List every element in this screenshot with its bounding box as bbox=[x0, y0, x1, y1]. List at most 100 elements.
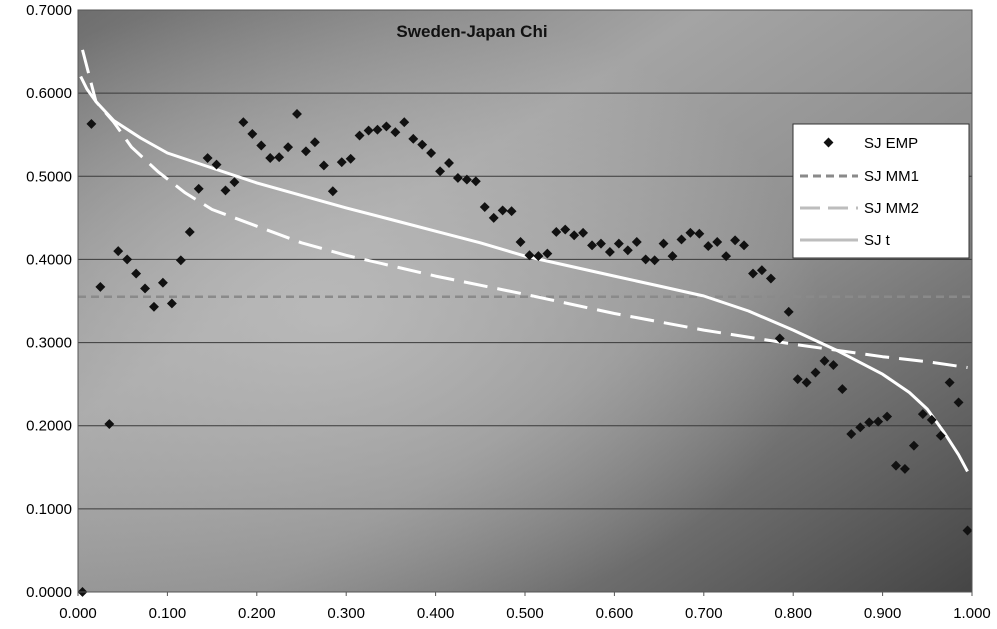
data-point-sj-emp bbox=[926, 414, 937, 425]
data-point-sj-emp bbox=[86, 118, 97, 129]
data-point-sj-emp bbox=[470, 176, 481, 187]
data-point-sj-emp bbox=[479, 202, 490, 212]
series-group bbox=[78, 49, 972, 473]
scatter-points bbox=[77, 108, 973, 597]
y-tick-label: 0.4000 bbox=[26, 251, 72, 268]
data-point-sj-emp bbox=[318, 160, 329, 171]
data-point-sj-emp bbox=[515, 237, 526, 247]
data-point-sj-emp bbox=[953, 397, 964, 408]
data-point-sj-emp bbox=[748, 268, 758, 279]
data-point-sj-emp bbox=[819, 355, 830, 366]
data-point-sj-emp bbox=[649, 255, 660, 266]
legend-box bbox=[792, 123, 970, 259]
data-point-sj-emp bbox=[613, 238, 624, 249]
data-point-sj-emp bbox=[193, 183, 204, 194]
x-tick-label: 0.900 bbox=[864, 605, 902, 622]
data-point-sj-emp bbox=[765, 273, 776, 284]
data-point-sj-emp bbox=[247, 128, 258, 139]
data-point-sj-emp bbox=[846, 429, 857, 439]
data-point-sj-emp bbox=[828, 360, 839, 370]
y-axis-ticks: 0.0000 0.1000 0.2000 0.3000 0.4000 0.5000 0.60… bbox=[26, 2, 72, 601]
data-point-sj-emp bbox=[452, 173, 463, 183]
data-point-sj-emp bbox=[578, 227, 589, 238]
x-tick-label: 0.600 bbox=[596, 605, 634, 622]
data-point-sj-emp bbox=[891, 460, 901, 471]
data-point-sj-emp bbox=[336, 157, 347, 168]
data-point-sj-emp bbox=[354, 130, 365, 141]
x-tick-label: 0.800 bbox=[774, 605, 812, 622]
data-point-sj-emp bbox=[837, 384, 848, 395]
data-point-sj-emp bbox=[497, 205, 508, 216]
data-point-sj-emp bbox=[783, 306, 794, 317]
legend-label-sj-mm1: SJ MM1 bbox=[864, 168, 919, 185]
data-point-sj-emp bbox=[175, 255, 186, 266]
x-tick-label: 0.400 bbox=[417, 605, 455, 622]
data-point-sj-emp bbox=[149, 301, 159, 312]
x-tick-label: 0.700 bbox=[685, 605, 723, 622]
data-point-sj-emp bbox=[756, 265, 767, 276]
data-point-sj-emp bbox=[211, 159, 222, 170]
y-tick-label: 0.6000 bbox=[26, 85, 72, 102]
y-tick-label: 0.0000 bbox=[26, 584, 72, 601]
data-point-sj-emp bbox=[417, 139, 428, 150]
legend-item-sj-mm1: SJ MM1 bbox=[800, 168, 919, 185]
data-point-sj-emp bbox=[703, 241, 714, 252]
y-tick-label: 0.3000 bbox=[26, 335, 72, 352]
chart-title: Sweden-Japan Chi bbox=[396, 22, 547, 41]
data-point-sj-emp bbox=[274, 152, 285, 163]
y-tick-label: 0.2000 bbox=[26, 418, 72, 435]
legend-marker-diamond-icon bbox=[823, 137, 834, 148]
x-tick-label: 0.100 bbox=[149, 605, 187, 622]
plot-area-glow bbox=[78, 10, 972, 592]
data-point-sj-emp bbox=[542, 248, 553, 259]
legend-item-sj-emp: SJ EMP bbox=[823, 135, 918, 152]
data-point-sj-emp bbox=[363, 125, 374, 136]
series-line-sj-t bbox=[79, 75, 969, 473]
data-point-sj-emp bbox=[220, 185, 231, 196]
data-point-sj-emp bbox=[166, 298, 177, 309]
data-point-sj-emp bbox=[694, 228, 705, 239]
data-point-sj-emp bbox=[631, 236, 642, 247]
data-point-sj-emp bbox=[95, 281, 106, 292]
x-tick-label: 0.300 bbox=[327, 605, 365, 622]
data-point-sj-emp bbox=[104, 419, 115, 430]
legend-label-sj-mm2: SJ MM2 bbox=[864, 200, 919, 217]
data-point-sj-emp bbox=[488, 212, 499, 223]
data-point-sj-emp bbox=[345, 153, 356, 164]
legend: SJ EMP SJ MM1 SJ MM2 SJ t bbox=[792, 123, 970, 259]
data-point-sj-emp bbox=[238, 117, 249, 128]
data-point-sj-emp bbox=[399, 117, 410, 128]
data-point-sj-emp bbox=[202, 153, 213, 163]
data-point-sj-emp bbox=[899, 463, 910, 474]
data-point-sj-emp bbox=[873, 416, 884, 427]
data-point-sj-emp bbox=[408, 133, 419, 144]
data-point-sj-emp bbox=[712, 237, 723, 247]
legend-label-sj-emp: SJ EMP bbox=[864, 135, 918, 152]
x-axis-ticks: 0.000 0.100 0.200 0.300 0.400 0.500 0.600 0.700… bbox=[59, 592, 991, 622]
data-point-sj-emp bbox=[917, 409, 928, 420]
data-point-sj-emp bbox=[140, 283, 150, 294]
data-point-sj-emp bbox=[944, 377, 955, 388]
legend-label-sj-t: SJ t bbox=[864, 232, 891, 249]
data-point-sj-emp bbox=[640, 254, 651, 265]
data-point-sj-emp bbox=[935, 430, 946, 441]
y-tick-label: 0.7000 bbox=[26, 2, 72, 19]
data-point-sj-emp bbox=[256, 140, 267, 151]
x-tick-label: 0.000 bbox=[59, 605, 97, 622]
series-line-sj-mm2 bbox=[81, 49, 968, 369]
data-point-sj-emp bbox=[667, 251, 678, 262]
data-point-sj-emp bbox=[113, 246, 124, 257]
legend-item-sj-mm2: SJ MM2 bbox=[800, 200, 919, 217]
y-tick-label: 0.5000 bbox=[26, 168, 72, 185]
data-point-sj-emp bbox=[265, 153, 276, 163]
y-tick-label: 0.1000 bbox=[26, 501, 72, 518]
x-tick-label: 1.000 bbox=[953, 605, 991, 622]
legend-item-sj-t: SJ t bbox=[800, 232, 891, 249]
x-tick-label: 0.200 bbox=[238, 605, 276, 622]
data-point-sj-emp bbox=[882, 411, 893, 422]
x-tick-label: 0.500 bbox=[506, 605, 544, 622]
plot-frame bbox=[77, 9, 973, 593]
data-point-sj-emp bbox=[390, 127, 401, 138]
data-point-sj-emp bbox=[801, 377, 812, 388]
